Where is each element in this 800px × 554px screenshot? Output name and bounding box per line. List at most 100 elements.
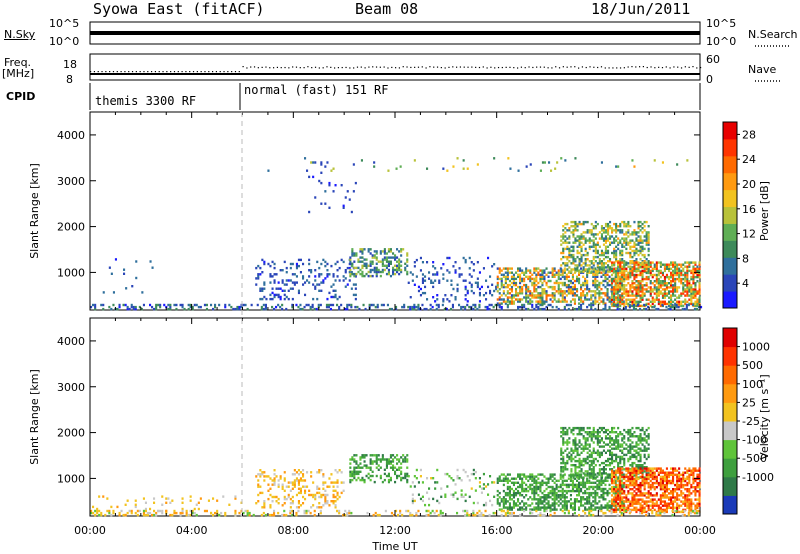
data-cell [195, 303, 198, 307]
data-cell [633, 245, 636, 248]
data-cell [635, 445, 638, 448]
data-cell [617, 265, 620, 268]
data-cell [588, 506, 591, 509]
data-cell [560, 264, 563, 267]
data-cell [588, 459, 591, 463]
data-cell [645, 472, 648, 475]
data-cell [553, 473, 556, 476]
data-cell [604, 451, 607, 454]
data-cell [271, 305, 274, 309]
data-cell [629, 457, 632, 461]
nave-dot [387, 67, 389, 69]
data-cell [586, 270, 589, 273]
data-cell [565, 504, 568, 507]
data-cell [637, 483, 640, 487]
data-cell [692, 261, 695, 264]
data-cell [392, 458, 395, 461]
nave-dot [509, 66, 511, 68]
data-cell [614, 491, 617, 495]
data-cell [643, 262, 646, 265]
data-cell [653, 300, 656, 303]
data-cell [615, 286, 618, 289]
data-cell [643, 229, 646, 232]
data-cell [283, 471, 286, 474]
data-cell [406, 460, 409, 463]
data-cell [527, 302, 530, 305]
data-cell [615, 239, 618, 242]
data-cell [627, 262, 630, 265]
data-cell [456, 289, 459, 293]
data-cell [635, 471, 638, 474]
data-cell [380, 303, 383, 307]
data-cell [653, 280, 656, 283]
data-cell [565, 502, 568, 505]
data-cell [312, 161, 315, 164]
nave-dot [452, 66, 454, 68]
data-cell [171, 499, 174, 502]
data-cell [547, 500, 550, 503]
data-cell [613, 490, 616, 493]
data-cell [625, 233, 628, 236]
data-cell [541, 271, 544, 274]
data-cell [398, 266, 401, 270]
data-cell [277, 293, 280, 297]
data-cell [523, 303, 526, 307]
data-cell [584, 502, 587, 505]
data-cell [604, 285, 607, 289]
freq-axis-bottom: 8 [66, 73, 73, 86]
data-cell [175, 511, 178, 515]
data-cell [619, 506, 622, 509]
data-cell [647, 247, 650, 251]
data-cell [645, 267, 648, 270]
data-cell [639, 263, 642, 266]
data-cell [623, 267, 626, 270]
data-cell [596, 279, 599, 283]
data-cell [578, 220, 581, 224]
data-cell [641, 506, 644, 509]
data-cell [531, 502, 534, 505]
data-cell [580, 296, 583, 299]
data-cell [559, 273, 562, 276]
data-cell [502, 285, 505, 289]
data-cell [557, 288, 560, 291]
data-cell [649, 280, 652, 283]
data-cell [639, 237, 642, 240]
data-cell [635, 488, 638, 491]
data-cell [291, 502, 294, 505]
data-cell [273, 266, 276, 270]
data-cell [510, 271, 513, 274]
data-cell [676, 273, 679, 277]
data-cell [643, 239, 646, 242]
data-cell [559, 290, 562, 293]
data-cell [387, 272, 390, 276]
data-cell [609, 435, 612, 438]
data-cell [354, 275, 357, 278]
data-cell [428, 497, 431, 501]
data-cell [474, 281, 477, 284]
data-cell [255, 277, 258, 280]
data-cell [442, 277, 445, 280]
data-cell [564, 247, 567, 251]
data-cell [592, 283, 595, 287]
data-cell [324, 489, 327, 492]
data-cell [348, 198, 351, 201]
data-cell [584, 443, 587, 446]
data-cell [413, 265, 416, 268]
data-cell [629, 500, 632, 503]
data-cell [606, 277, 609, 281]
data-cell [273, 279, 276, 282]
data-cell [629, 471, 632, 474]
nave-dot [223, 71, 225, 73]
data-cell [580, 253, 583, 257]
data-cell [539, 473, 542, 476]
data-cell [324, 495, 327, 499]
data-cell [332, 273, 335, 276]
nave-dot [658, 66, 660, 68]
data-cell [627, 439, 630, 442]
data-cell [550, 169, 553, 172]
data-cell [318, 273, 321, 276]
data-cell [602, 470, 605, 473]
data-cell [134, 503, 137, 506]
data-cell [631, 233, 634, 236]
data-cell [508, 487, 511, 491]
